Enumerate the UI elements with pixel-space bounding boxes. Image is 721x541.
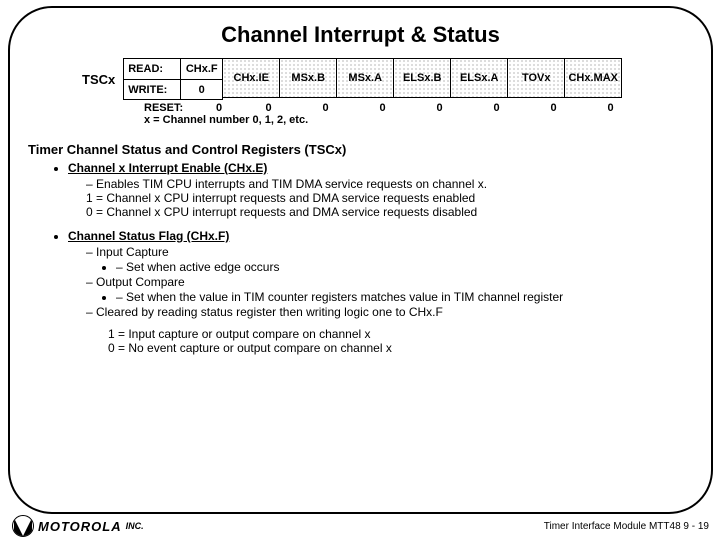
sub-label: Input Capture (96, 245, 169, 259)
reset-value: 0 (354, 102, 411, 114)
bit-cell: CHx.IE (223, 58, 280, 98)
reset-value: 0 (525, 102, 582, 114)
section-heading: Timer Channel Status and Control Registe… (28, 142, 693, 157)
sub-dot-item: Set when active edge occurs (116, 260, 693, 274)
item-heading: Channel x Interrupt Enable (CHx.E) (68, 161, 267, 175)
read-label: READ: (124, 59, 180, 79)
reset-value: 0 (582, 102, 639, 114)
footer: MOTOROLA INC. Timer Interface Module MTT… (0, 515, 721, 537)
read-write-values: CHx.F 0 (181, 58, 223, 100)
reset-value: 0 (198, 102, 240, 114)
reset-value: 0 (468, 102, 525, 114)
bit-cell: CHx.MAX (565, 58, 622, 98)
item-heading: Channel Status Flag (CHx.F) (68, 229, 229, 243)
dash-item: Output Compare Set when the value in TIM… (86, 275, 693, 304)
bit-cell: MSx.B (280, 58, 337, 98)
register-name: TSCx (82, 58, 123, 100)
value-line: 0 = Channel x CPU interrupt requests and… (86, 205, 693, 219)
value-line: 1 = Input capture or output compare on c… (108, 327, 693, 341)
dash-item: Enables TIM CPU interrupts and TIM DMA s… (86, 177, 693, 191)
dash-item: Cleared by reading status register then … (86, 305, 693, 319)
value-block: 1 = Input capture or output compare on c… (108, 327, 693, 355)
read-value: CHx.F (181, 59, 222, 79)
slide-title: Channel Interrupt & Status (28, 22, 693, 48)
reset-value: 0 (240, 102, 297, 114)
motorola-icon (12, 515, 34, 537)
motorola-logo: MOTOROLA INC. (12, 515, 144, 537)
channel-number-note: x = Channel number 0, 1, 2, etc. (144, 114, 693, 126)
bit-cell: TOVx (508, 58, 565, 98)
write-value: 0 (181, 79, 222, 99)
value-line: 1 = Channel x CPU interrupt requests and… (86, 191, 693, 205)
reset-row: RESET: 0 0 0 0 0 0 0 0 (140, 102, 693, 114)
slide-frame: Channel Interrupt & Status TSCx READ: WR… (8, 6, 713, 514)
list-item: Channel Status Flag (CHx.F) Input Captur… (68, 229, 693, 355)
reset-value: 0 (411, 102, 468, 114)
register-diagram: TSCx READ: WRITE: CHx.F 0 CHx.IE MSx.B M… (82, 58, 693, 100)
sub-dot-item: Set when the value in TIM counter regist… (116, 290, 693, 304)
dash-list: Enables TIM CPU interrupts and TIM DMA s… (86, 177, 693, 191)
bit-cell: ELSx.A (451, 58, 508, 98)
logo-suffix: INC. (126, 521, 144, 531)
bit-cell: ELSx.B (394, 58, 451, 98)
value-line: 0 = No event capture or output compare o… (108, 341, 693, 355)
reset-value: 0 (297, 102, 354, 114)
bit-cell: MSx.A (337, 58, 394, 98)
bullet-list: Channel x Interrupt Enable (CHx.E) Enabl… (68, 161, 693, 355)
sub-dot-list: Set when active edge occurs (116, 260, 693, 274)
dash-list: Input Capture Set when active edge occur… (86, 245, 693, 319)
dash-item: Input Capture Set when active edge occur… (86, 245, 693, 274)
sub-dot-list: Set when the value in TIM counter regist… (116, 290, 693, 304)
sub-label: Output Compare (96, 275, 185, 289)
reset-label: RESET: (140, 102, 198, 114)
write-label: WRITE: (124, 79, 180, 99)
read-write-labels: READ: WRITE: (123, 58, 181, 100)
logo-text: MOTOROLA (38, 519, 122, 534)
page-number: Timer Interface Module MTT48 9 - 19 (544, 521, 709, 532)
list-item: Channel x Interrupt Enable (CHx.E) Enabl… (68, 161, 693, 219)
